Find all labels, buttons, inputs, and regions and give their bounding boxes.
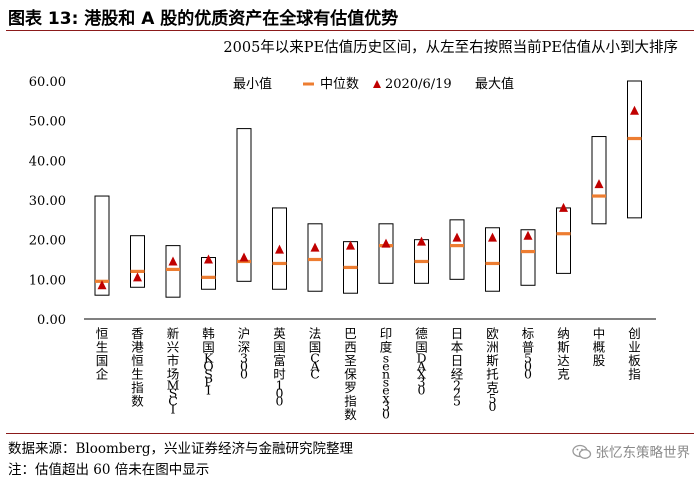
figure-title: 图表 13: 港股和 A 股的优质资产在全球有估值优势 xyxy=(8,9,399,29)
current-marker xyxy=(452,232,462,242)
current-marker xyxy=(275,244,284,254)
legend-min: 最小值 xyxy=(233,76,272,92)
wechat-icon xyxy=(571,444,591,459)
watermark-text: 张忆东策略世界 xyxy=(595,445,691,461)
range-box xyxy=(556,207,571,274)
category-label: 韩国 K O S P I xyxy=(202,326,215,398)
y-tick-label: 40.00 xyxy=(29,154,66,169)
current-marker xyxy=(204,254,213,264)
current-marker xyxy=(417,236,426,246)
range-box xyxy=(520,229,536,286)
range-box xyxy=(378,223,394,284)
range-box xyxy=(272,207,287,290)
range-box xyxy=(449,219,465,280)
current-marker xyxy=(594,179,604,189)
category-label: 纳斯达克 xyxy=(557,326,570,382)
category-label: 日本日经 2 2 5 xyxy=(451,326,464,409)
current-marker xyxy=(346,240,355,250)
watermark: 张忆东策略世界 xyxy=(571,441,691,461)
current-marker xyxy=(523,230,533,240)
category-label: 德国 D A X 3 0 xyxy=(415,326,428,398)
category-label: 创业板指 xyxy=(628,326,641,382)
legend-median: 中位数 xyxy=(320,77,359,92)
footnote: 注：估值超出 60 倍未在图中显示 xyxy=(8,462,210,478)
y-tick-label: 30.00 xyxy=(29,194,66,209)
y-tick-label: 50.00 xyxy=(29,115,66,130)
range-box xyxy=(165,245,181,298)
source-note: 数据来源：Bloomberg，兴业证券经济与金融研究院整理 xyxy=(8,441,354,457)
current-marker xyxy=(168,256,178,266)
range-box xyxy=(485,227,500,292)
category-label: 沪深 3 0 0 xyxy=(238,326,251,382)
chart-subtitle: 2005年以来PE估值历史区间，从左至右按照当前PE估值从小到大排序 xyxy=(223,40,678,56)
legend-current: 2020/6/19 xyxy=(385,77,452,92)
y-tick-label: 0.00 xyxy=(37,313,66,328)
category-label: 新兴市场 M S C I xyxy=(167,326,180,417)
category-label: 法国 C A C xyxy=(309,326,322,382)
range-chart: 0.00 10.00 20.00 30.00 40.00 50.00 60.00 最小值 中位数… xyxy=(29,75,656,422)
title-rule xyxy=(6,30,694,31)
range-box xyxy=(130,235,145,288)
range-box xyxy=(591,136,607,225)
legend-max: 最大值 xyxy=(475,76,514,92)
category-label: 恒生国企 xyxy=(96,326,109,382)
category-label: 欧洲斯托克 5 0 xyxy=(486,326,499,414)
legend-current-swatch xyxy=(373,80,381,88)
category-label: 香港恒生指数 xyxy=(131,326,144,409)
range-box xyxy=(627,80,642,219)
category-label: 标普 5 0 0 xyxy=(522,326,535,382)
category-label: 英国富时 1 0 0 xyxy=(273,326,286,409)
current-marker xyxy=(239,252,249,262)
current-marker xyxy=(381,238,391,248)
category-label: 巴西圣保罗指数 xyxy=(344,326,357,422)
range-box xyxy=(236,128,252,282)
current-marker xyxy=(133,272,142,282)
range-box xyxy=(307,223,323,292)
category-label: 印度 s e n s e x 3 0 xyxy=(380,326,393,422)
current-marker xyxy=(630,105,639,115)
current-marker xyxy=(559,202,568,212)
bottom-rule xyxy=(6,433,694,434)
y-tick-label: 20.00 xyxy=(29,234,66,249)
category-label: 中概股 xyxy=(593,326,606,368)
current-marker xyxy=(488,232,497,242)
y-tick-label: 10.00 xyxy=(29,273,66,288)
current-marker xyxy=(97,280,107,290)
y-tick-label: 60.00 xyxy=(29,75,66,90)
current-marker xyxy=(310,242,320,252)
range-box xyxy=(94,195,110,296)
